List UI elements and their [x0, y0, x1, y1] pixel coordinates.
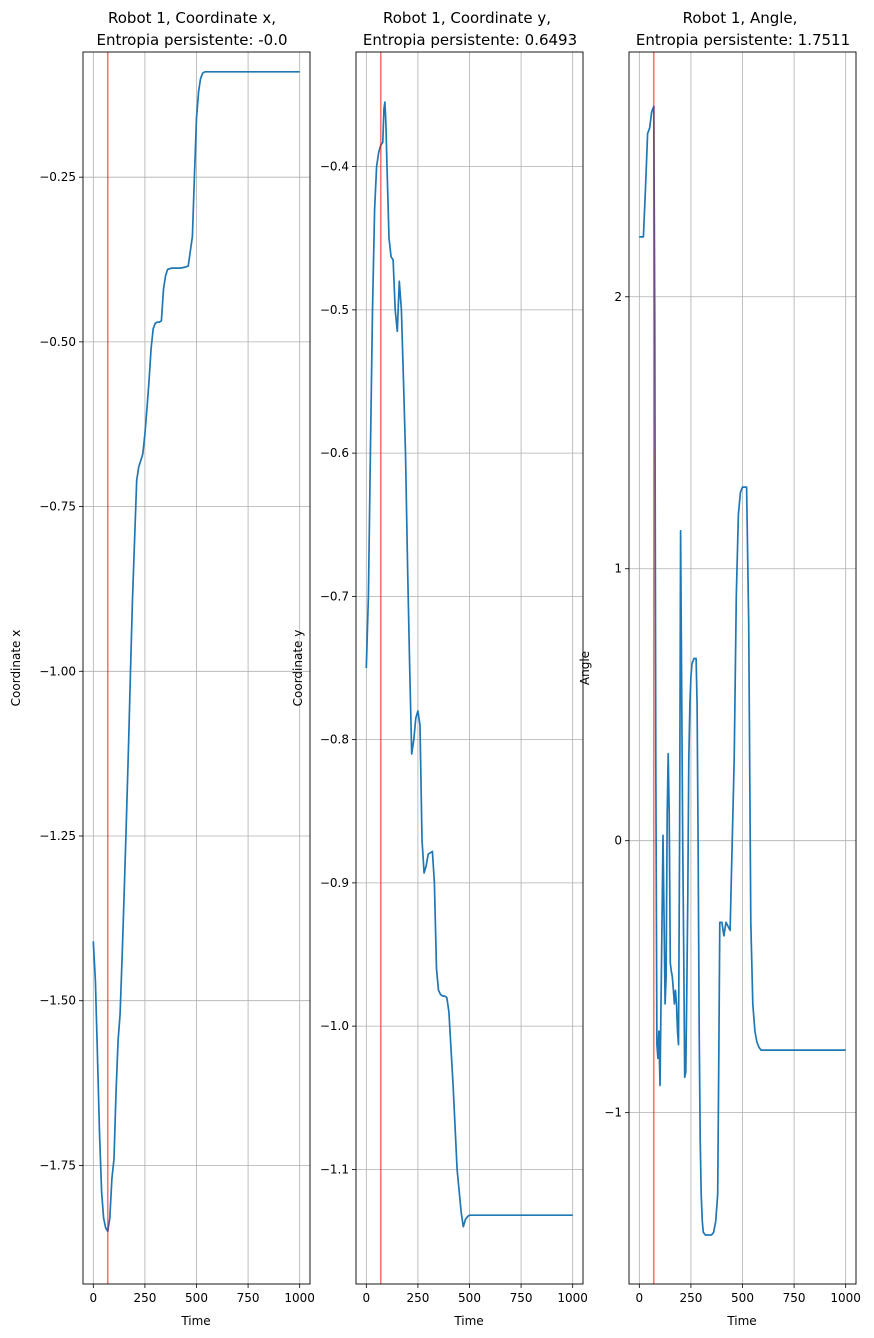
x-tick-label: 1000	[830, 1291, 861, 1305]
y-tick-label: −1	[604, 1106, 622, 1120]
x-axis-label: Time	[180, 1314, 210, 1328]
x-tick-label: 250	[133, 1291, 156, 1305]
x-tick-label: 250	[679, 1291, 702, 1305]
y-tick-label: 0	[614, 834, 622, 848]
subplot-angle: Robot 1, Angle, Entropia persistente: 1.…	[578, 9, 861, 1328]
x-tick-label: 1000	[284, 1291, 315, 1305]
title-line2: Entropia persistente: -0.0	[96, 31, 287, 49]
y-tick-label: −1.1	[320, 1162, 349, 1176]
series-line	[365, 101, 573, 1228]
x-tick-label: 500	[185, 1291, 208, 1305]
x-tick-label: 0	[635, 1291, 643, 1305]
x-tick-label: 1000	[557, 1291, 588, 1305]
grid	[629, 52, 856, 1284]
y-tick-label: −0.25	[39, 170, 76, 184]
x-tick-label: 0	[362, 1291, 370, 1305]
x-axis-label: Time	[453, 1314, 483, 1328]
y-axis: −1.75 −1.50 −1.25 −1.00 −0.75 −0.50 −0.25	[39, 170, 83, 1172]
x-tick-label: 500	[731, 1291, 754, 1305]
y-tick-label: −1.75	[39, 1158, 76, 1172]
y-tick-label: 2	[614, 290, 622, 304]
y-tick-label: 1	[614, 562, 622, 576]
y-tick-label: −0.4	[320, 160, 349, 174]
x-tick-label: 500	[458, 1291, 481, 1305]
x-tick-label: 750	[237, 1291, 260, 1305]
y-tick-label: −0.7	[320, 589, 349, 603]
series-line	[639, 105, 846, 1236]
y-tick-label: −0.75	[39, 500, 76, 514]
title-line1: Robot 1, Coordinate y,	[383, 9, 551, 27]
y-axis-label: Coordinate y	[291, 630, 305, 707]
x-tick-label: 250	[406, 1291, 429, 1305]
title-line2: Entropia persistente: 0.6493	[363, 31, 577, 49]
y-tick-label: −0.9	[320, 876, 349, 890]
y-tick-label: −1.0	[320, 1019, 349, 1033]
title-line2: Entropia persistente: 1.7511	[636, 31, 850, 49]
title-line1: Robot 1, Angle,	[683, 9, 798, 27]
x-tick-label: 0	[89, 1291, 97, 1305]
y-axis: −1.1 −1.0 −0.9 −0.8 −0.7 −0.6 −0.5 −0.4	[320, 160, 356, 1176]
y-tick-label: −0.8	[320, 733, 349, 747]
y-axis-label: Angle	[578, 651, 592, 685]
series-line	[92, 70, 300, 1233]
y-axis-label: Coordinate x	[9, 630, 23, 707]
y-tick-label: −1.25	[39, 829, 76, 843]
y-tick-label: −0.5	[320, 303, 349, 317]
x-tick-label: 750	[783, 1291, 806, 1305]
x-axis-label: Time	[726, 1314, 756, 1328]
x-tick-label: 750	[510, 1291, 533, 1305]
y-tick-label: −0.50	[39, 335, 76, 349]
y-axis: −1 0 1 2	[604, 290, 629, 1120]
x-axis: 0 250 500 750 1000	[89, 1284, 315, 1305]
subplot-coordinate-y: Robot 1, Coordinate y, Entropia persiste…	[291, 9, 588, 1328]
title-line1: Robot 1, Coordinate x,	[108, 9, 276, 27]
y-tick-label: −1.50	[39, 994, 76, 1008]
y-tick-label: −0.6	[320, 446, 349, 460]
subplot-coordinate-x: Robot 1, Coordinate x, Entropia persiste…	[9, 9, 315, 1328]
y-tick-label: −1.00	[39, 664, 76, 678]
x-axis: 0 250 500 750 1000	[362, 1284, 588, 1305]
x-axis: 0 250 500 750 1000	[635, 1284, 861, 1305]
